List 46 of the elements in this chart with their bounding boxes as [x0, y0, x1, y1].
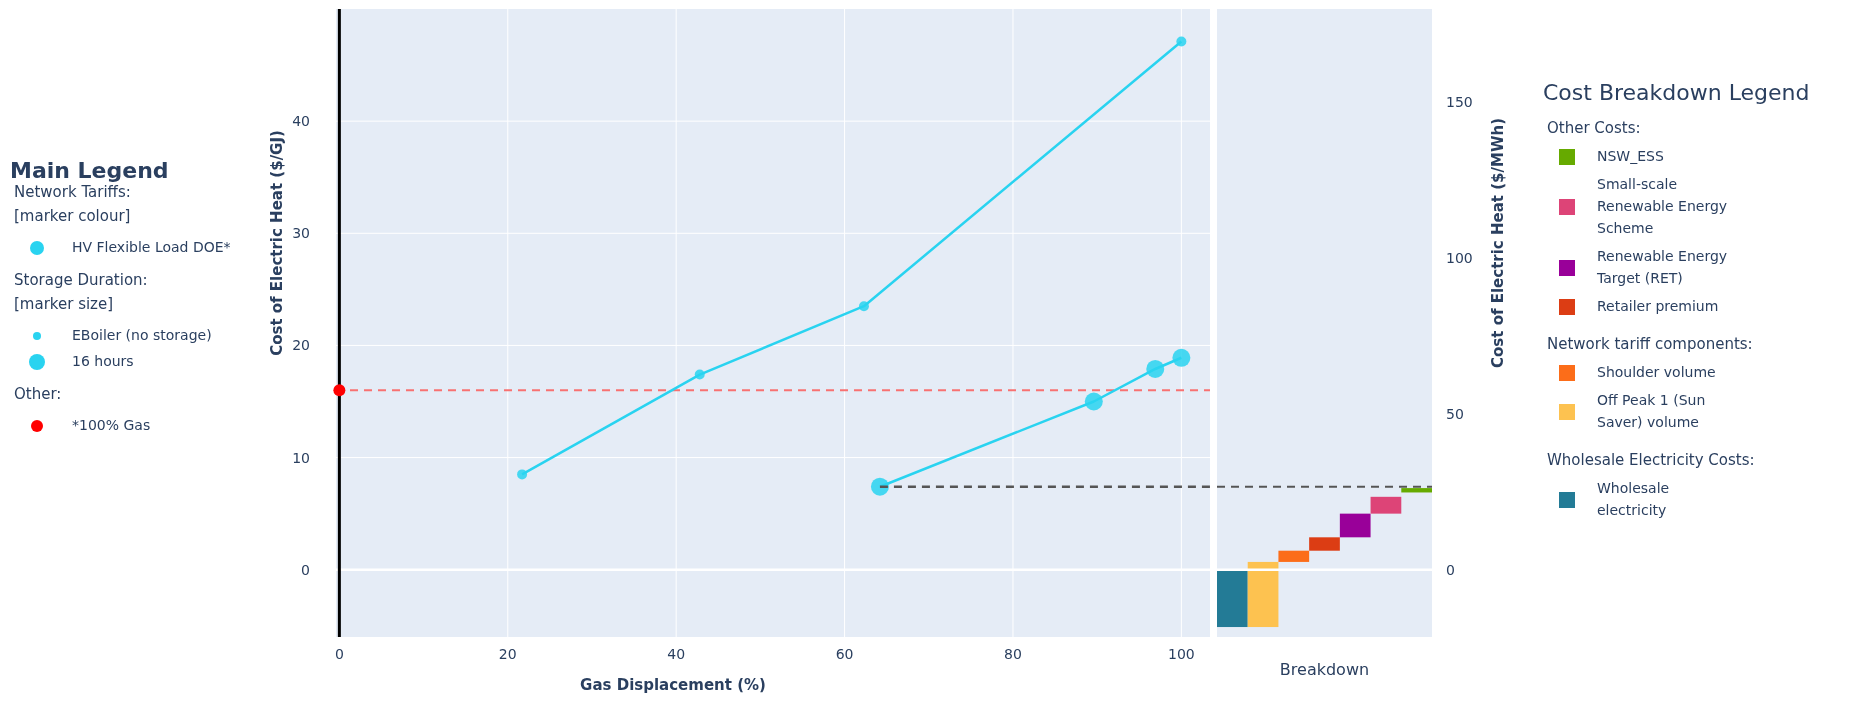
legend-label: Renewable Energy Target (RET) — [1596, 248, 1728, 286]
legend-label: 16 hours — [72, 353, 134, 369]
y-axis-title: Cost of Electric Heat ($/MWh) — [1489, 118, 1507, 368]
y-tick-label: 100 — [1446, 250, 1473, 267]
text: Wholesale Electricity Costs: — [1547, 451, 1755, 469]
legend-label: Small-scale Renewable Energy Scheme — [1597, 176, 1728, 236]
y-tick-label: 40 — [292, 113, 310, 130]
point — [858, 301, 869, 312]
point — [1176, 36, 1187, 47]
y-axis-title: Cost of Electric Heat ($/GJ) — [268, 130, 286, 356]
x-axis-title: Gas Displacement (%) — [580, 676, 766, 694]
x-axis-title: Breakdown — [1279, 660, 1370, 679]
point — [333, 384, 346, 397]
text: Network tariff components: — [1547, 335, 1753, 353]
point — [1172, 348, 1191, 367]
point — [694, 369, 705, 380]
legend-label: *100% Gas — [72, 417, 151, 433]
x-tick-label: 60 — [835, 646, 854, 662]
y-tick-label: 0 — [301, 561, 310, 578]
point — [517, 469, 528, 480]
legend-label: NSW_ESS — [1597, 148, 1664, 164]
legend-title: Cost Breakdown Legend — [1543, 80, 1810, 105]
legend-label: Retailer premium — [1597, 298, 1719, 314]
text: Other: — [14, 385, 62, 403]
legend-title: Main Legend — [10, 158, 169, 183]
text: HV Flexible Load DOE* — [72, 239, 231, 255]
legend-label: Wholesale electricity — [1597, 480, 1670, 518]
text: Storage Duration: [marker size] — [14, 271, 148, 313]
x-tick-label: 0 — [334, 646, 344, 662]
y-tick-label: 50 — [1446, 405, 1464, 422]
legend-label: EBoiler (no storage) — [72, 327, 212, 343]
x-tick-label: 80 — [1004, 646, 1022, 662]
x-tick-label: 40 — [667, 646, 686, 662]
text: Other Costs: — [1547, 119, 1641, 137]
y-tick-label: 0 — [1446, 561, 1455, 578]
point — [1084, 392, 1103, 411]
point — [1146, 359, 1165, 378]
x-tick-label: 100 — [1168, 646, 1195, 662]
y-tick-label: 20 — [292, 337, 310, 354]
legend-label: Off Peak 1 (Sun Saver) volume — [1597, 392, 1706, 430]
x-tick-label: 20 — [498, 646, 517, 662]
text: Network Tariffs: [marker colour] — [14, 183, 131, 225]
legend-label: Shoulder volume — [1597, 364, 1716, 380]
y-tick-label: 150 — [1446, 94, 1473, 111]
y-tick-label: 10 — [292, 449, 310, 466]
y-tick-label: 30 — [292, 225, 310, 242]
